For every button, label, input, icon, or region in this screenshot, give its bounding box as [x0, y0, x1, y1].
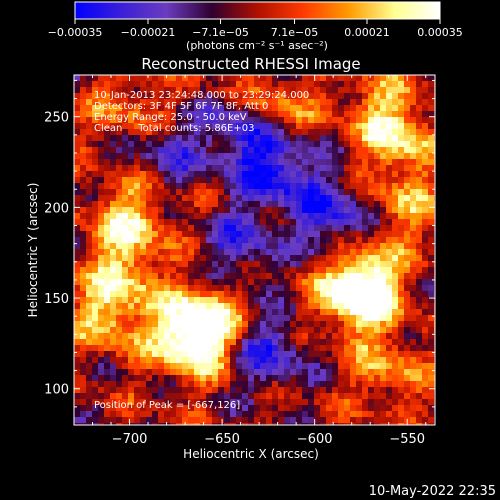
annotation-detectors: Detectors: 3F 4F 5F 6F 7F 8F, Att 0: [94, 101, 268, 112]
colorbar-ticks: −0.00035 −0.00021 −7.1e−05 7.1e−05 0.00021 0.…: [48, 19, 463, 39]
y-tick-label: 250: [44, 111, 69, 126]
plot-frame: [73, 74, 436, 426]
observation-annotations: 10-Jan-2013 23:24:48.000 to 23:29:24.000…: [94, 90, 309, 134]
colorbar: [74, 1, 441, 20]
x-axis: −700 −650 −600 −550: [73, 75, 427, 447]
x-axis-label: Heliocentric X (arcsec): [183, 447, 319, 461]
x-tick-label: −650: [204, 432, 240, 447]
y-tick-label: 200: [44, 201, 69, 216]
annotation-counts: Clean Total counts: 5.86E+03: [94, 123, 254, 134]
colorbar-tick-label: −7.1e−05: [192, 26, 249, 39]
y-tick-label: 100: [44, 383, 69, 398]
y-tick-label: 150: [44, 292, 69, 307]
annotation-time-range: 10-Jan-2013 23:24:48.000 to 23:29:24.000: [94, 90, 309, 101]
x-tick-label: −550: [389, 432, 425, 447]
heatmap-image: [74, 75, 435, 425]
timestamp: 10-May-2022 22:35: [369, 484, 496, 499]
colorbar-tick-label: −0.00035: [48, 26, 103, 39]
colorbar-tick-label: 0.00035: [417, 26, 463, 39]
colorbar-tick-label: 7.1e−05: [271, 26, 318, 39]
annotation-energy-range: Energy Range: 25.0 - 50.0 keV: [94, 112, 247, 123]
colorbar-tick-label: 0.00021: [344, 26, 390, 39]
colorbar-tick-label: −0.00021: [121, 26, 176, 39]
x-tick-label: −700: [112, 432, 148, 447]
chart-title: Reconstructed RHESSI Image: [141, 55, 360, 73]
peak-position-label: Position of Peak = [-667,126]: [94, 400, 240, 411]
y-axis: 100 150 200 250: [44, 79, 435, 426]
colorbar-unit-label: (photons cm⁻² s⁻¹ asec⁻²): [186, 39, 328, 52]
x-tick-label: −600: [297, 432, 333, 447]
y-axis-label: Heliocentric Y (arcsec): [26, 183, 40, 318]
